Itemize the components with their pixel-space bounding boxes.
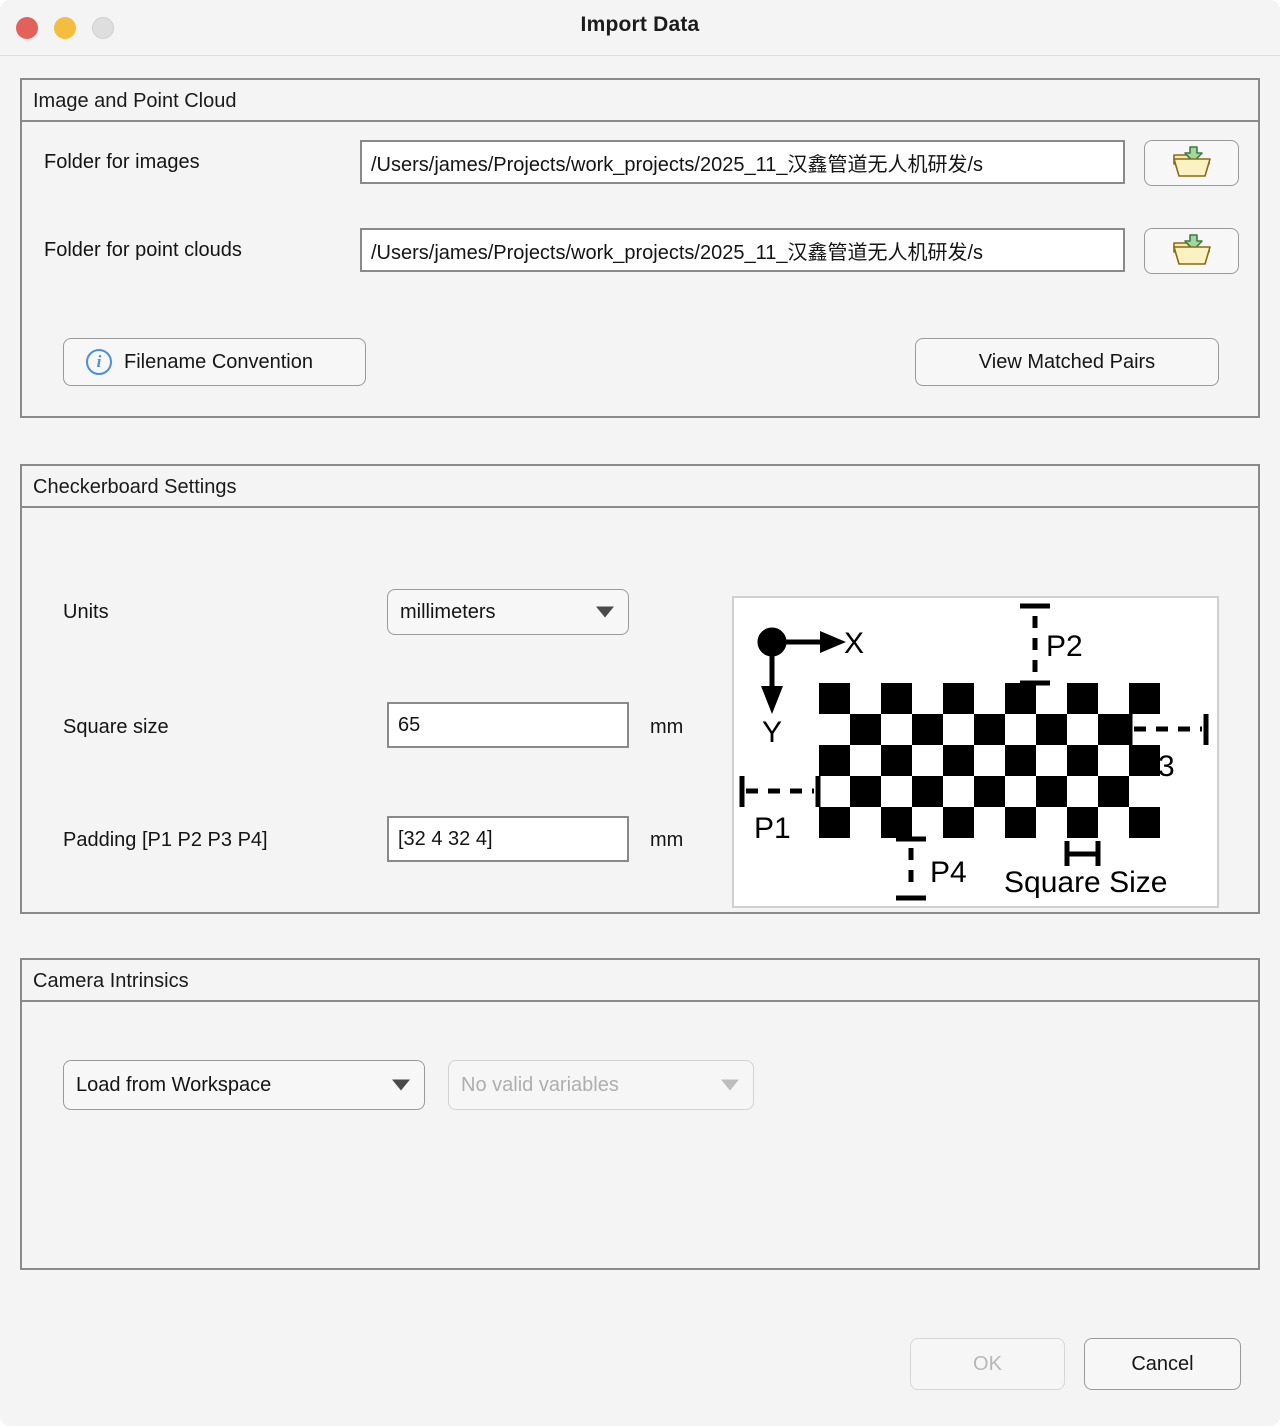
folder-download-icon bbox=[1172, 146, 1211, 177]
origin-axes bbox=[757, 627, 846, 714]
intrinsics-source-value: Load from Workspace bbox=[76, 1073, 272, 1096]
chevron-down-icon bbox=[596, 606, 614, 618]
p3-label: P3 bbox=[1138, 750, 1175, 783]
title-bar: Import Data bbox=[0, 0, 1280, 56]
units-value: millimeters bbox=[400, 600, 496, 623]
chevron-down-icon bbox=[392, 1079, 410, 1091]
camera-intrinsics-group: Camera Intrinsics Load from Workspace No… bbox=[20, 958, 1260, 1270]
p2-dimension bbox=[1020, 603, 1050, 686]
axis-x-label: X bbox=[844, 627, 864, 660]
square-size-diagram-label: Square Size bbox=[1004, 866, 1167, 899]
browse-images-button[interactable] bbox=[1144, 140, 1239, 186]
square-size-input[interactable]: 65 bbox=[387, 702, 629, 748]
units-dropdown[interactable]: millimeters bbox=[387, 589, 629, 635]
intrinsics-source-dropdown[interactable]: Load from Workspace bbox=[63, 1060, 425, 1110]
p3-dimension bbox=[1127, 714, 1209, 745]
view-matched-pairs-button[interactable]: View Matched Pairs bbox=[915, 338, 1219, 386]
folder-for-point-clouds-label: Folder for point clouds bbox=[44, 239, 242, 261]
chevron-down-icon bbox=[721, 1079, 739, 1091]
folder-for-point-clouds-input[interactable]: /Users/james/Projects/work_projects/2025… bbox=[360, 228, 1125, 272]
square-size-value: 65 bbox=[398, 713, 421, 736]
filename-convention-label: Filename Convention bbox=[124, 350, 313, 373]
intrinsics-variable-dropdown: No valid variables bbox=[448, 1060, 754, 1110]
folder-for-images-label: Folder for images bbox=[44, 151, 200, 173]
window-controls bbox=[16, 17, 114, 39]
checkerboard-diagram-svg: X Y bbox=[734, 598, 1217, 906]
window-title: Import Data bbox=[580, 13, 700, 36]
close-button[interactable] bbox=[16, 17, 38, 39]
minimize-button[interactable] bbox=[54, 17, 76, 39]
padding-value: [32 4 32 4] bbox=[398, 827, 493, 850]
units-label: Units bbox=[63, 601, 109, 623]
ok-label: OK bbox=[973, 1352, 1002, 1375]
info-icon: i bbox=[86, 349, 112, 375]
padding-label: Padding [P1 P2 P3 P4] bbox=[63, 829, 268, 851]
browse-point-clouds-button[interactable] bbox=[1144, 228, 1239, 274]
square-size-dimension bbox=[1064, 841, 1101, 866]
p4-label: P4 bbox=[930, 856, 967, 889]
ok-button: OK bbox=[910, 1338, 1065, 1390]
p4-dimension bbox=[896, 836, 926, 901]
view-matched-pairs-label: View Matched Pairs bbox=[978, 350, 1156, 373]
folder-for-point-clouds-value: /Users/james/Projects/work_projects/2025… bbox=[371, 241, 984, 264]
camera-intrinsics-body: Load from Workspace No valid variables bbox=[22, 1002, 1258, 1268]
cancel-label: Cancel bbox=[1131, 1352, 1194, 1375]
folder-download-icon bbox=[1172, 234, 1211, 265]
checkerboard-settings-group: Checkerboard Settings Units millimeters … bbox=[20, 464, 1260, 914]
intrinsics-variable-value: No valid variables bbox=[461, 1073, 619, 1096]
filename-convention-button[interactable]: i Filename Convention bbox=[63, 338, 366, 386]
group-title-camera-intrinsics: Camera Intrinsics bbox=[22, 960, 1258, 1002]
checkerboard-diagram: X Y bbox=[732, 596, 1219, 908]
zoom-button[interactable] bbox=[92, 17, 114, 39]
checkerboard-grid bbox=[819, 683, 1160, 838]
axis-y-label: Y bbox=[762, 716, 782, 749]
folder-for-images-input[interactable]: /Users/james/Projects/work_projects/2025… bbox=[360, 140, 1125, 184]
square-size-unit: mm bbox=[650, 716, 684, 738]
square-size-label: Square size bbox=[63, 716, 169, 738]
p1-label: P1 bbox=[754, 812, 791, 845]
p1-dimension bbox=[739, 776, 821, 807]
dialog-footer: OK Cancel bbox=[0, 1316, 1280, 1426]
image-point-cloud-body: Folder for images /Users/james/Projects/… bbox=[22, 122, 1258, 416]
group-title-image-point-cloud: Image and Point Cloud bbox=[22, 80, 1258, 122]
checkerboard-body: Units millimeters Square size 65 mm Padd… bbox=[22, 508, 1258, 912]
cancel-button[interactable]: Cancel bbox=[1084, 1338, 1241, 1390]
padding-unit: mm bbox=[650, 829, 684, 851]
group-title-checkerboard: Checkerboard Settings bbox=[22, 466, 1258, 508]
image-and-point-cloud-group: Image and Point Cloud Folder for images … bbox=[20, 78, 1260, 418]
folder-for-images-value: /Users/james/Projects/work_projects/2025… bbox=[371, 153, 984, 176]
padding-input[interactable]: [32 4 32 4] bbox=[387, 816, 629, 862]
p2-label: P2 bbox=[1046, 630, 1083, 663]
